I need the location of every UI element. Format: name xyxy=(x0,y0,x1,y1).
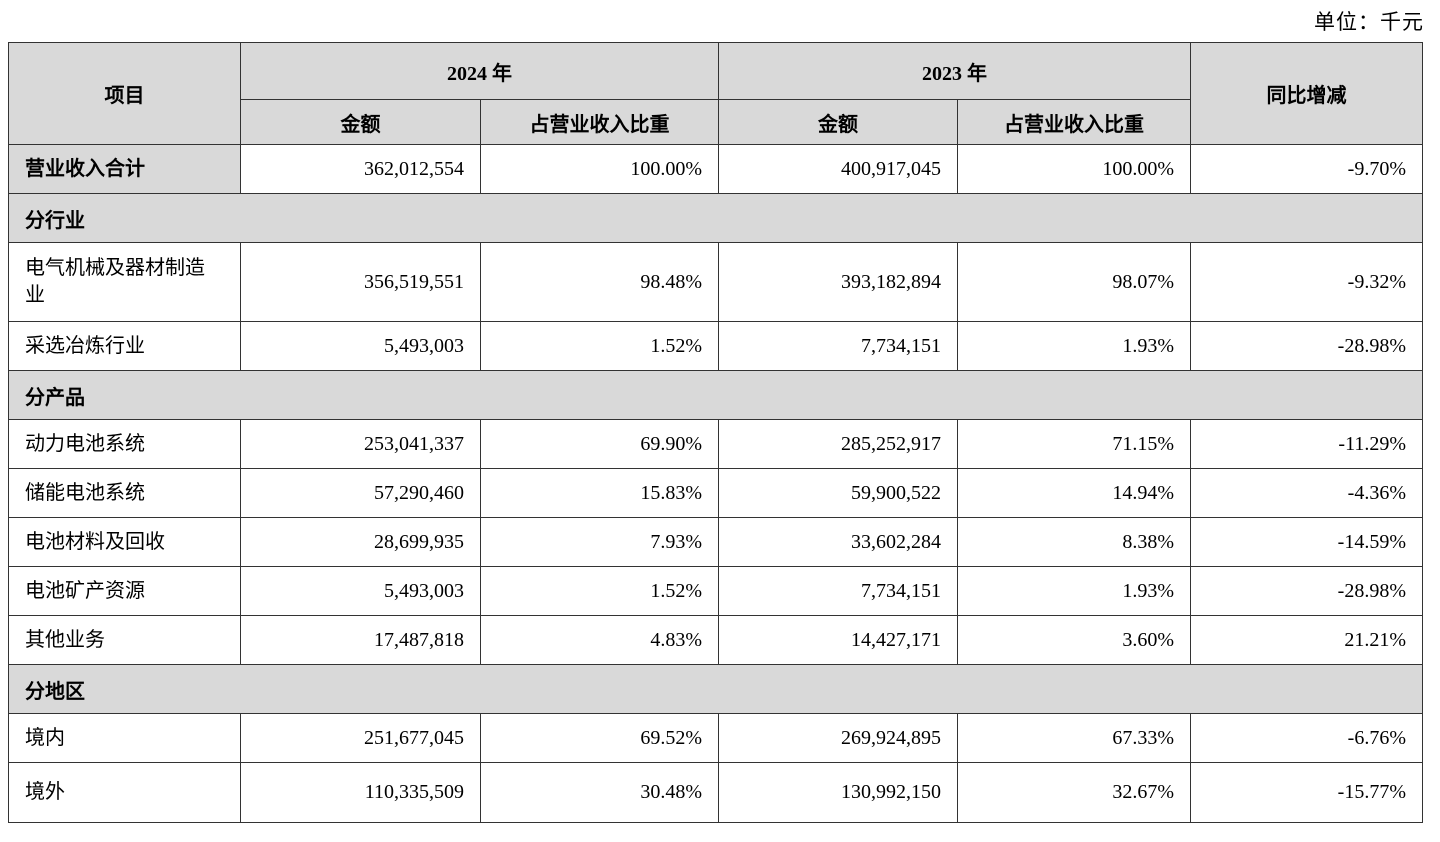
amount-2023-cell: 400,917,045 xyxy=(718,144,958,194)
table-row-electrical-machinery: 电气机械及器材制造业 356,519,551 98.48% 393,182,89… xyxy=(8,242,1423,322)
pct-2023-cell: 71.15% xyxy=(957,419,1191,469)
yoy-cell: -4.36% xyxy=(1190,468,1423,518)
col-header-yoy: 同比增减 xyxy=(1190,42,1423,145)
yoy-cell: -11.29% xyxy=(1190,419,1423,469)
row-label: 境内 xyxy=(8,713,241,763)
amount-2024-cell: 57,290,460 xyxy=(240,468,481,518)
pct-2024-cell: 15.83% xyxy=(480,468,719,518)
amount-2024-cell: 251,677,045 xyxy=(240,713,481,763)
amount-2024-cell: 28,699,935 xyxy=(240,517,481,567)
amount-2024-cell: 17,487,818 xyxy=(240,615,481,665)
yoy-cell: 21.21% xyxy=(1190,615,1423,665)
section-row-by-region: 分地区 xyxy=(8,664,1423,714)
section-label: 分产品 xyxy=(8,370,1423,420)
pct-2024-cell: 30.48% xyxy=(480,762,719,823)
table-row-total-revenue: 营业收入合计 362,012,554 100.00% 400,917,045 1… xyxy=(8,144,1423,194)
table-row-battery-minerals: 电池矿产资源 5,493,003 1.52% 7,734,151 1.93% -… xyxy=(8,566,1423,616)
pct-2023-cell: 14.94% xyxy=(957,468,1191,518)
col-header-item: 项目 xyxy=(8,42,241,145)
pct-2024-cell: 69.52% xyxy=(480,713,719,763)
pct-2023-cell: 8.38% xyxy=(957,517,1191,567)
col-header-amount-2023: 金额 xyxy=(718,99,958,145)
pct-2023-cell: 98.07% xyxy=(957,242,1191,322)
col-header-amount-2024: 金额 xyxy=(240,99,481,145)
pct-2023-cell: 67.33% xyxy=(957,713,1191,763)
row-label: 电池材料及回收 xyxy=(8,517,241,567)
table-row-other-business: 其他业务 17,487,818 4.83% 14,427,171 3.60% 2… xyxy=(8,615,1423,665)
amount-2024-cell: 356,519,551 xyxy=(240,242,481,322)
row-label: 电气机械及器材制造业 xyxy=(8,242,241,322)
yoy-cell: -15.77% xyxy=(1190,762,1423,823)
pct-2023-cell: 1.93% xyxy=(957,321,1191,371)
yoy-cell: -9.32% xyxy=(1190,242,1423,322)
header-row-sub: 金额 占营业收入比重 金额 占营业收入比重 xyxy=(9,99,1423,145)
amount-2024-cell: 362,012,554 xyxy=(240,144,481,194)
section-row-by-industry: 分行业 xyxy=(8,193,1423,243)
col-header-year-2023: 2023 年 xyxy=(718,42,1191,100)
amount-2024-cell: 110,335,509 xyxy=(240,762,481,823)
table-row-mining-smelting: 采选冶炼行业 5,493,003 1.52% 7,734,151 1.93% -… xyxy=(8,321,1423,371)
pct-2024-cell: 1.52% xyxy=(480,321,719,371)
table-row-power-battery: 动力电池系统 253,041,337 69.90% 285,252,917 71… xyxy=(8,419,1423,469)
yoy-cell: -28.98% xyxy=(1190,566,1423,616)
pct-2024-cell: 7.93% xyxy=(480,517,719,567)
col-header-proportion-2023: 占营业收入比重 xyxy=(957,99,1191,145)
yoy-cell: -14.59% xyxy=(1190,517,1423,567)
amount-2024-cell: 5,493,003 xyxy=(240,566,481,616)
revenue-breakdown-table: 项目 2024 年 2023 年 同比增减 金额 占营业收入比重 金额 占营业收… xyxy=(8,42,1423,823)
amount-2023-cell: 33,602,284 xyxy=(718,517,958,567)
pct-2023-cell: 3.60% xyxy=(957,615,1191,665)
header-row-years: 项目 2024 年 2023 年 同比增减 xyxy=(8,42,1423,145)
row-label: 储能电池系统 xyxy=(8,468,241,518)
amount-2023-cell: 7,734,151 xyxy=(718,566,958,616)
pct-2023-cell: 1.93% xyxy=(957,566,1191,616)
row-label: 电池矿产资源 xyxy=(8,566,241,616)
table-header: 项目 2024 年 2023 年 同比增减 金额 占营业收入比重 金额 占营业收… xyxy=(8,42,1423,145)
amount-2024-cell: 253,041,337 xyxy=(240,419,481,469)
amount-2024-cell: 5,493,003 xyxy=(240,321,481,371)
row-label: 动力电池系统 xyxy=(8,419,241,469)
pct-2023-cell: 100.00% xyxy=(957,144,1191,194)
row-label: 其他业务 xyxy=(8,615,241,665)
amount-2023-cell: 285,252,917 xyxy=(718,419,958,469)
amount-2023-cell: 393,182,894 xyxy=(718,242,958,322)
row-label: 境外 xyxy=(8,762,241,823)
section-label: 分行业 xyxy=(8,193,1423,243)
row-label: 营业收入合计 xyxy=(8,144,241,194)
row-label: 采选冶炼行业 xyxy=(8,321,241,371)
table-row-domestic: 境内 251,677,045 69.52% 269,924,895 67.33%… xyxy=(8,713,1423,763)
yoy-cell: -6.76% xyxy=(1190,713,1423,763)
amount-2023-cell: 269,924,895 xyxy=(718,713,958,763)
yoy-cell: -9.70% xyxy=(1190,144,1423,194)
col-header-year-2024: 2024 年 xyxy=(240,42,719,100)
amount-2023-cell: 7,734,151 xyxy=(718,321,958,371)
table-row-overseas: 境外 110,335,509 30.48% 130,992,150 32.67%… xyxy=(8,762,1423,823)
amount-2023-cell: 14,427,171 xyxy=(718,615,958,665)
table-row-battery-materials: 电池材料及回收 28,699,935 7.93% 33,602,284 8.38… xyxy=(8,517,1423,567)
col-header-proportion-2024: 占营业收入比重 xyxy=(480,99,719,145)
pct-2024-cell: 98.48% xyxy=(480,242,719,322)
section-label: 分地区 xyxy=(8,664,1423,714)
amount-2023-cell: 59,900,522 xyxy=(718,468,958,518)
pct-2024-cell: 100.00% xyxy=(480,144,719,194)
section-row-by-product: 分产品 xyxy=(8,370,1423,420)
table-body: 营业收入合计 362,012,554 100.00% 400,917,045 1… xyxy=(8,144,1423,823)
pct-2023-cell: 32.67% xyxy=(957,762,1191,823)
table-row-energy-storage: 储能电池系统 57,290,460 15.83% 59,900,522 14.9… xyxy=(8,468,1423,518)
pct-2024-cell: 4.83% xyxy=(480,615,719,665)
amount-2023-cell: 130,992,150 xyxy=(718,762,958,823)
yoy-cell: -28.98% xyxy=(1190,321,1423,371)
unit-label: 单位：千元 xyxy=(1314,10,1424,34)
pct-2024-cell: 1.52% xyxy=(480,566,719,616)
pct-2024-cell: 69.90% xyxy=(480,419,719,469)
